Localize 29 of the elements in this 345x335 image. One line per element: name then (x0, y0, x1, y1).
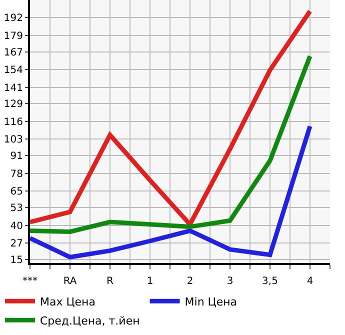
y-tick-label: 129 (4, 99, 23, 110)
y-tick-label: 40 (10, 220, 23, 232)
x-tick-label: 3,5 (262, 276, 278, 287)
y-tick-label: 27 (10, 238, 23, 250)
x-tick-label: R (106, 276, 114, 287)
legend-label: Сред.Цена, т.йен (40, 314, 140, 328)
x-tick-label: RA (63, 276, 77, 287)
line-series (30, 8, 312, 227)
x-tick-label: 4 (306, 276, 314, 287)
x-tick-label: 1 (146, 276, 154, 287)
x-tick-label: 2 (186, 276, 194, 287)
y-tick-label: 103 (4, 134, 23, 146)
y-tick-label: 179 (4, 30, 23, 42)
y-tick-label: 78 (10, 168, 23, 180)
y-tick-label: 167 (4, 47, 23, 58)
y-tick-label: 154 (4, 65, 23, 76)
legend-label: Min Цена (184, 295, 238, 308)
line-series (30, 124, 312, 260)
y-tick-label: 192 (4, 13, 23, 24)
x-tick-label: 3 (226, 276, 234, 287)
y-tick-label: 91 (10, 151, 23, 162)
y-tick-label: 141 (4, 82, 23, 94)
legend-label: Max Цена (40, 295, 96, 308)
line-series (30, 54, 312, 234)
y-tick-label: 116 (4, 116, 23, 128)
y-tick-label: 65 (10, 186, 23, 198)
y-tick-label: 15 (10, 254, 23, 266)
y-tick-label: 53 (10, 203, 23, 214)
x-tick-label: *** (22, 276, 38, 287)
